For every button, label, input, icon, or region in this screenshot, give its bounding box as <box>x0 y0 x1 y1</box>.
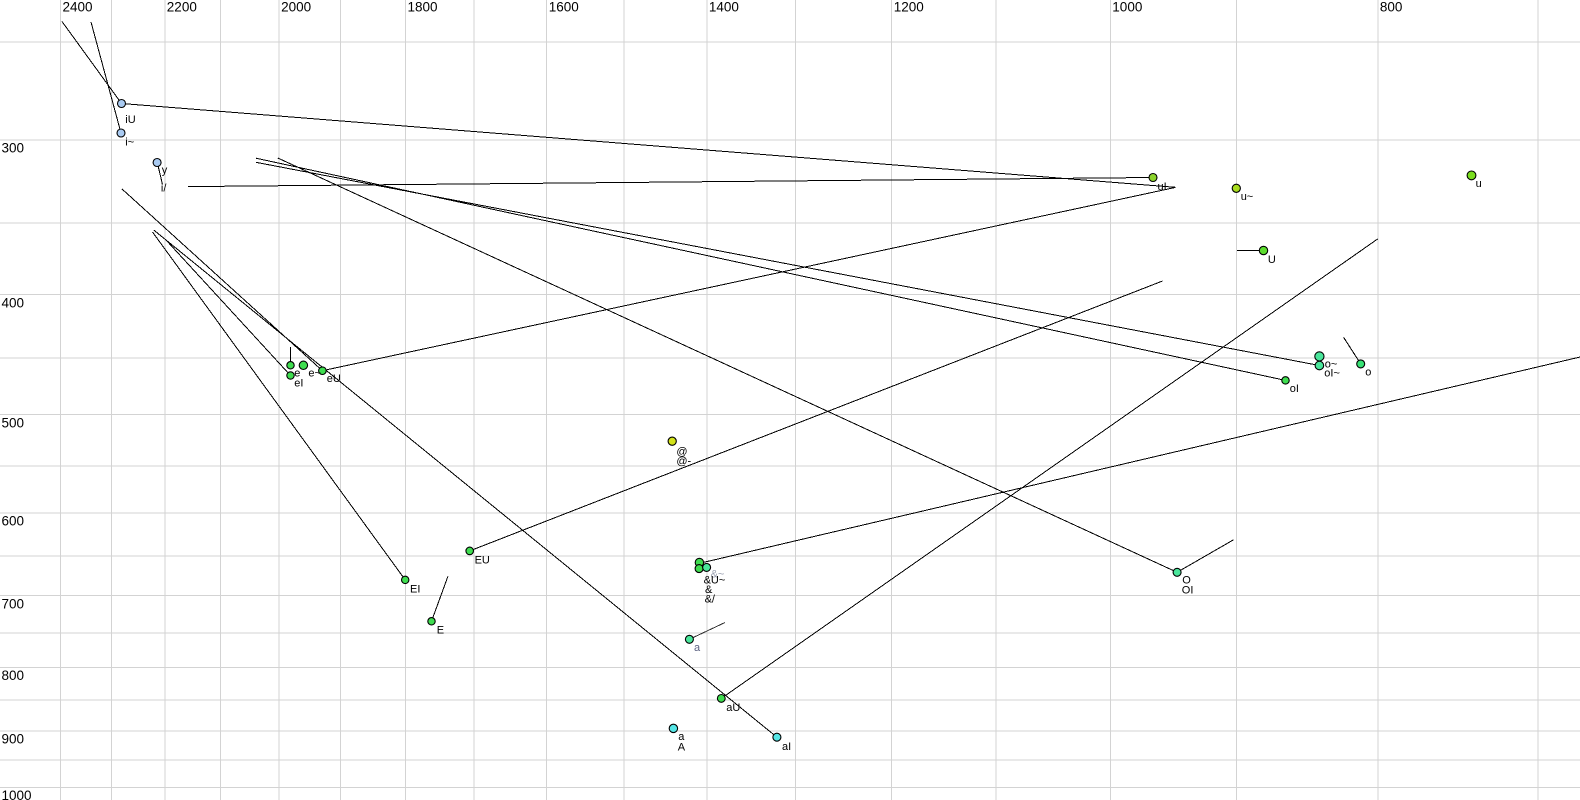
svg-text:@: @ <box>676 446 687 458</box>
svg-text:e~: e~ <box>308 368 321 380</box>
svg-text:300: 300 <box>2 141 25 156</box>
svg-text:900: 900 <box>2 731 25 746</box>
svg-text:E: E <box>437 625 444 637</box>
svg-text:aI: aI <box>782 741 791 753</box>
svg-text:A: A <box>678 741 686 753</box>
svg-text:@-: @- <box>676 456 691 468</box>
svg-text:a: a <box>678 731 685 743</box>
svg-text:1000: 1000 <box>2 788 32 800</box>
svg-text:2000: 2000 <box>281 0 311 15</box>
svg-text:oI~: oI~ <box>1324 368 1340 380</box>
svg-text:&/: &/ <box>705 594 716 606</box>
svg-text:1000: 1000 <box>1112 0 1142 15</box>
svg-text:u~: u~ <box>1241 191 1254 203</box>
svg-text:i~: i~ <box>125 137 134 149</box>
svg-text:700: 700 <box>2 596 25 611</box>
svg-text:600: 600 <box>2 513 25 528</box>
svg-text:1400: 1400 <box>709 0 739 15</box>
svg-text:O: O <box>1182 575 1191 587</box>
svg-text:500: 500 <box>2 415 25 430</box>
svg-text:o: o <box>1365 366 1371 378</box>
svg-text:2200: 2200 <box>167 0 197 15</box>
svg-text:aU: aU <box>726 702 740 714</box>
svg-text:&U~: &U~ <box>704 575 726 587</box>
svg-text:1200: 1200 <box>894 0 924 15</box>
svg-text:o~: o~ <box>1325 358 1338 370</box>
svg-text:800: 800 <box>2 668 25 683</box>
svg-text:e: e <box>294 368 300 380</box>
svg-text:&: & <box>705 584 713 596</box>
svg-text:800: 800 <box>1380 0 1403 15</box>
svg-text:EU: EU <box>475 554 490 566</box>
svg-text:u: u <box>1476 178 1482 190</box>
svg-text:y: y <box>162 164 168 176</box>
svg-text:OI: OI <box>1182 584 1194 596</box>
svg-text:iU: iU <box>125 114 135 126</box>
svg-text:oI: oI <box>1290 383 1299 395</box>
svg-text:EI: EI <box>410 583 420 595</box>
svg-text:&~: &~ <box>711 569 725 581</box>
svg-text:i/: i/ <box>161 183 167 195</box>
svg-text:400: 400 <box>2 295 25 310</box>
svg-text:1800: 1800 <box>408 0 438 15</box>
svg-text:uI: uI <box>1158 181 1167 193</box>
svg-text:eI: eI <box>294 378 303 390</box>
svg-text:2400: 2400 <box>63 0 93 15</box>
svg-text:a: a <box>694 642 701 654</box>
svg-text:1600: 1600 <box>549 0 579 15</box>
svg-text:U: U <box>1268 254 1276 266</box>
svg-text:eU: eU <box>327 373 341 385</box>
